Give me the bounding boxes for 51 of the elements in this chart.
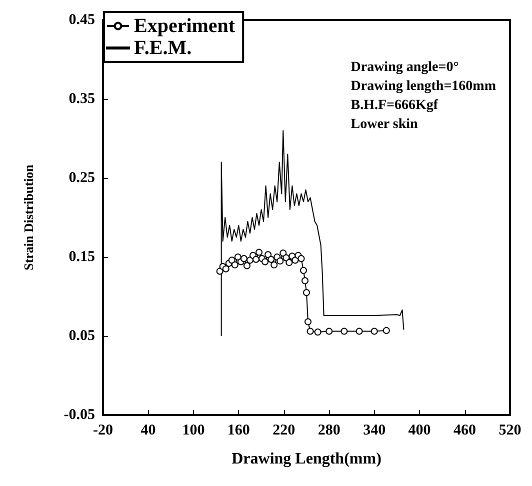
y-axis-title: Strain Distribution [21, 164, 36, 270]
y-tick-label: 0.25 [68, 170, 95, 186]
point [370, 328, 378, 335]
point [280, 250, 287, 257]
point [264, 251, 272, 258]
point [382, 326, 390, 334]
point [286, 259, 293, 266]
x-tick-label: 520 [498, 422, 522, 438]
point [298, 255, 305, 262]
y-tick-label: -0.05 [64, 407, 95, 423]
x-tick-label: 100 [182, 422, 205, 438]
x-tick-label: 220 [272, 422, 296, 438]
point [228, 256, 236, 264]
point [256, 248, 263, 256]
point [270, 261, 278, 268]
x-tick-label: 40 [140, 422, 156, 438]
point [326, 328, 333, 335]
legend-label: F.E.M. [134, 37, 192, 59]
annotation: Lower skin [350, 117, 418, 132]
point [304, 318, 312, 326]
point [268, 256, 275, 263]
point [243, 262, 250, 270]
point [302, 277, 308, 284]
legend-label: Experiment [134, 15, 236, 37]
x-axis-title: Drawing Length(mm) [232, 450, 382, 468]
x-tick-label: 400 [408, 422, 431, 438]
point [303, 289, 310, 296]
point [262, 258, 269, 266]
point [222, 265, 230, 272]
y-tick-label: 0.45 [68, 12, 95, 28]
point [231, 261, 238, 268]
point [300, 266, 307, 274]
x-tick-label: 160 [227, 422, 250, 438]
annotation: Drawing angle=0° [350, 60, 459, 75]
annotation: B.H.F=666Kgf [350, 98, 438, 113]
point [240, 255, 248, 262]
x-tick-label: 340 [363, 422, 386, 438]
point [314, 328, 322, 336]
y-tick-label: 0.35 [68, 91, 95, 107]
y-tick-label: 0.05 [68, 328, 95, 344]
x-tick-label: -20 [93, 422, 113, 438]
point [356, 328, 363, 335]
x-tick-label: 460 [454, 422, 476, 438]
x-tick-label: 280 [318, 422, 340, 438]
line-series [220, 130, 404, 336]
annotation: Drawing length=160mm [350, 79, 496, 94]
point [252, 256, 260, 263]
point [276, 257, 284, 264]
y-tick-label: 0.15 [68, 249, 95, 265]
point [340, 328, 348, 335]
point [306, 328, 314, 335]
